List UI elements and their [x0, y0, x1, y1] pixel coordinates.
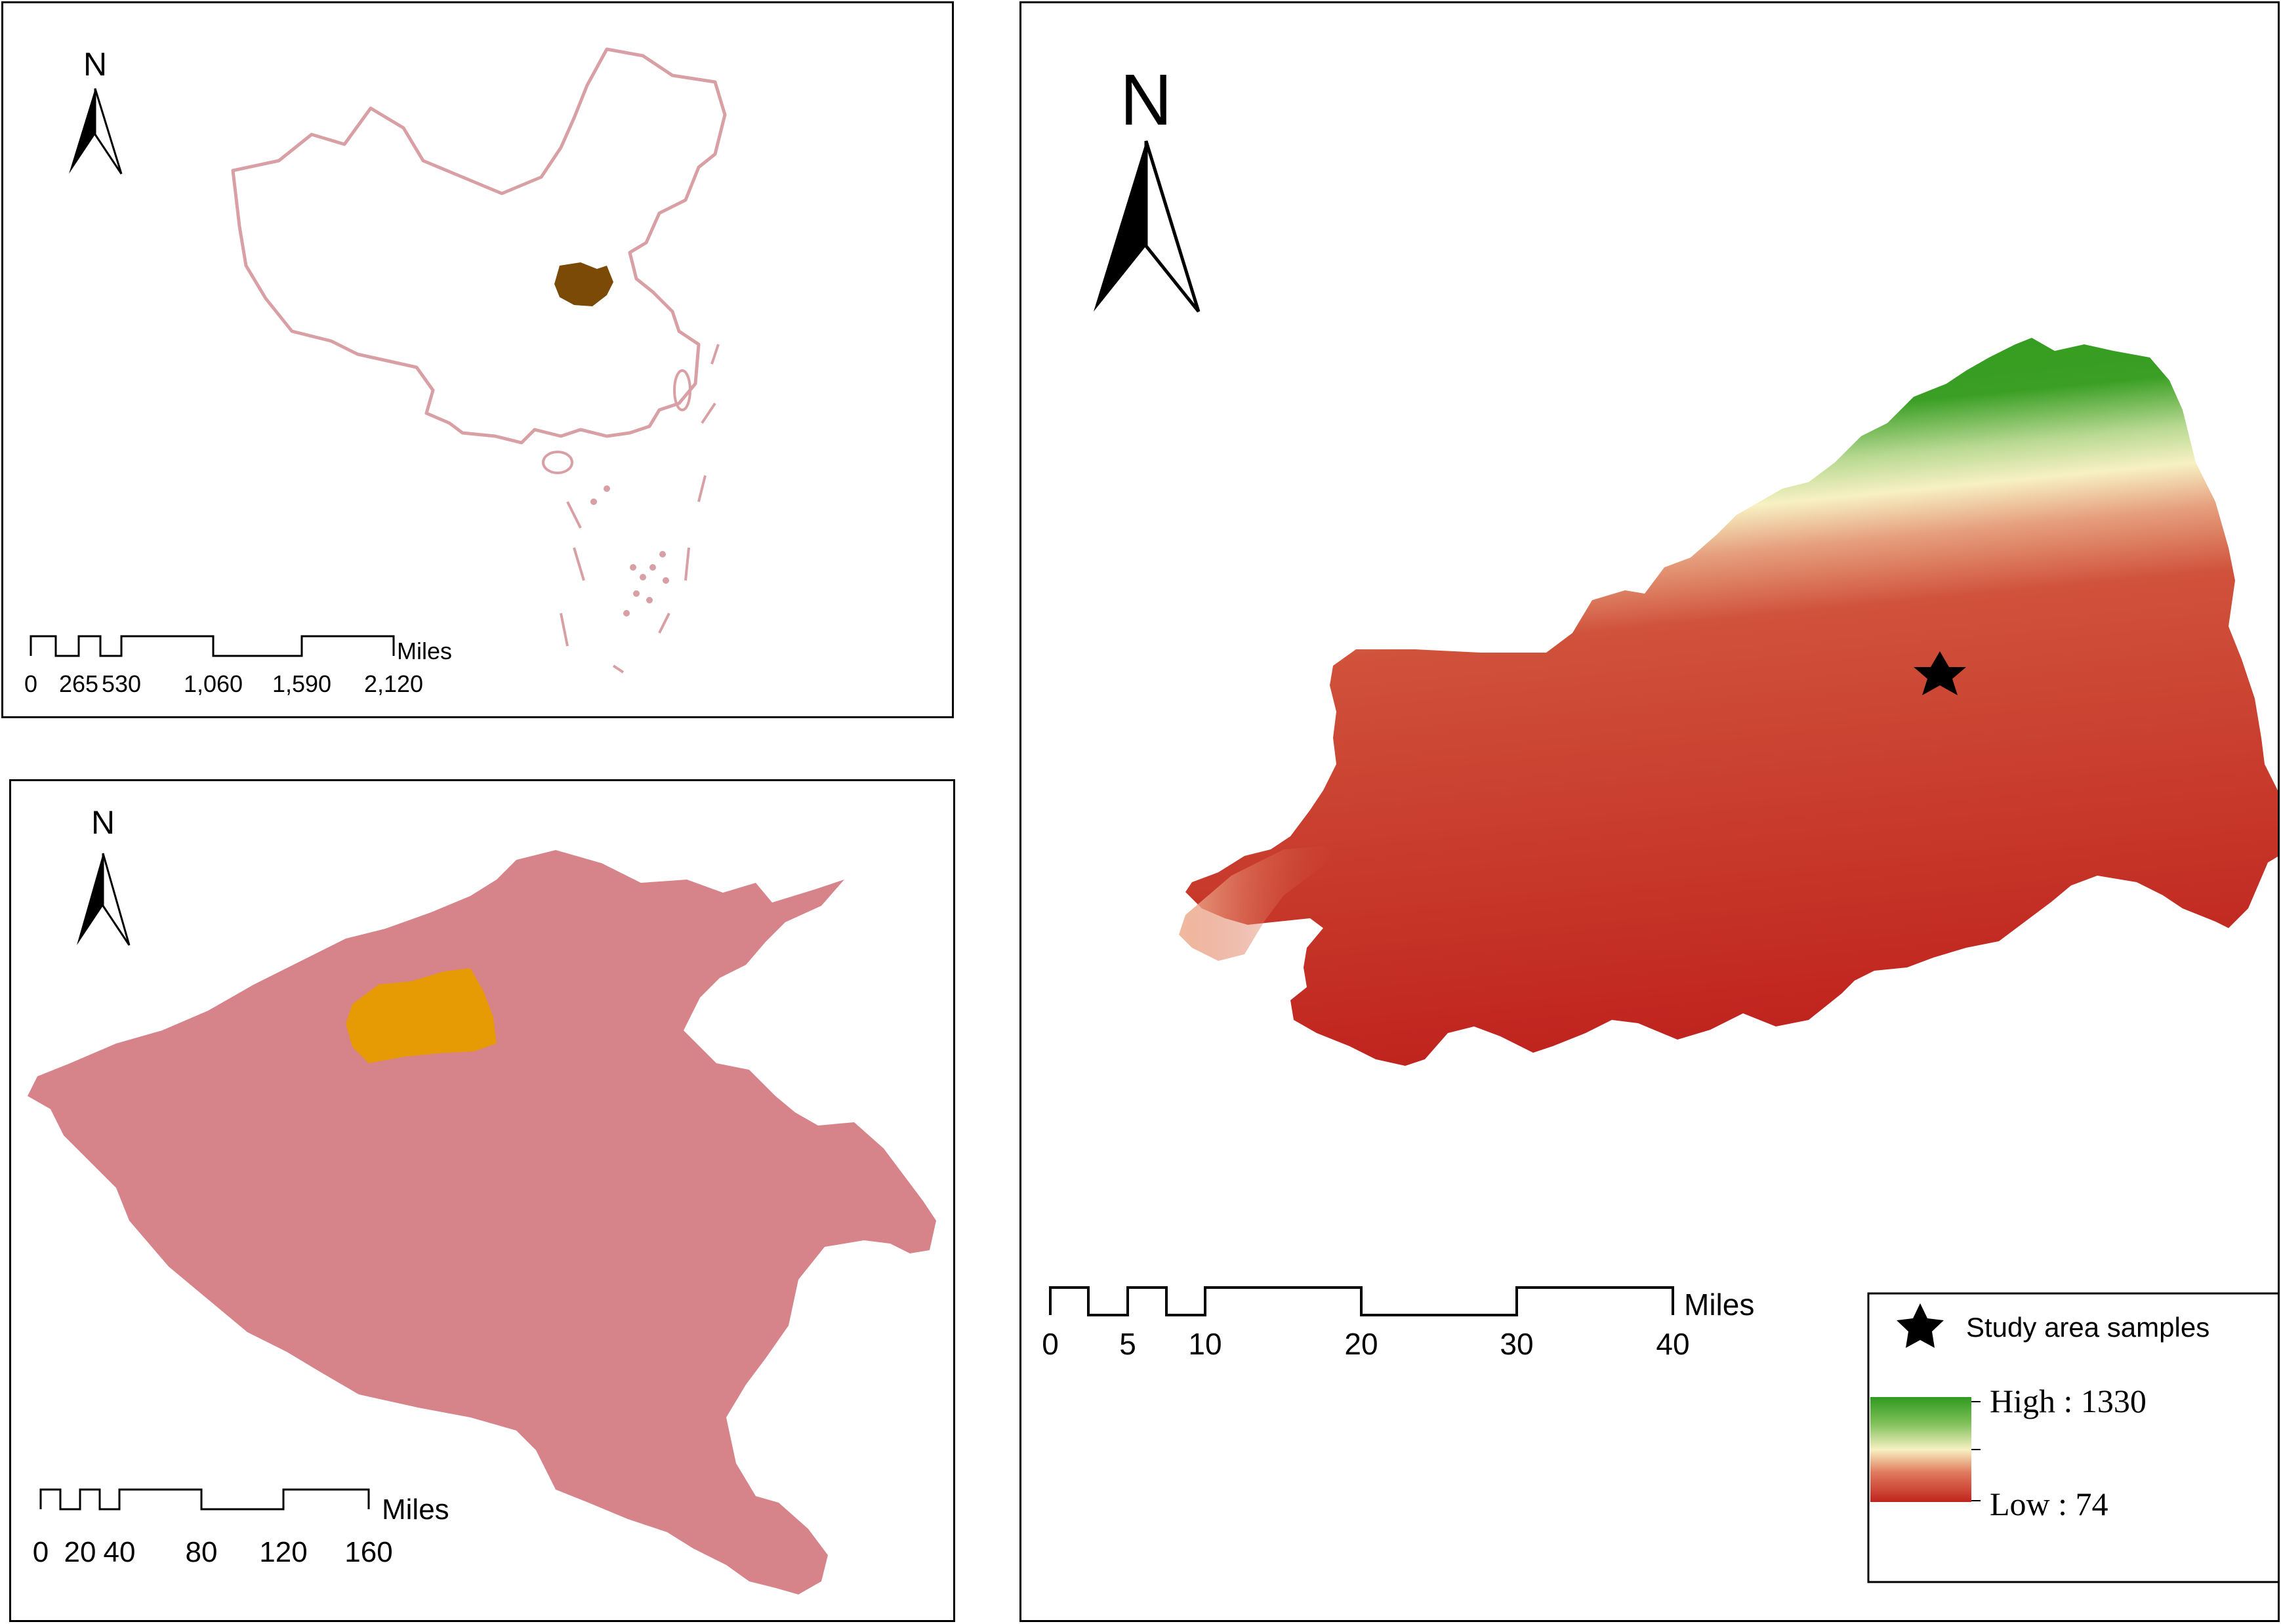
north-label: N [83, 46, 107, 83]
legend: Study area samples High : 1330 Low : 74 [1867, 1292, 2278, 1583]
north-label: N [1120, 60, 1172, 140]
scale-tick-label: 80 [186, 1536, 218, 1568]
study-area-dem-map: N Miles 0 5 10 20 30 40 Study area sampl… [1019, 1, 2280, 1622]
study-region-highlight [346, 968, 497, 1063]
china-map-svg: N Miles 0 265 530 1,060 1,59 [24, 46, 727, 697]
scale-bar: Miles 0 20 40 80 120 160 [33, 1488, 449, 1568]
study-map-svg: N Miles 0 5 10 20 30 40 Study area sampl… [1042, 60, 2278, 1583]
scale-tick-label: 1,060 [184, 670, 243, 697]
henan-province-shape [28, 850, 936, 1594]
scale-tick-label: 530 [102, 670, 141, 697]
scale-tick-label: 160 [344, 1536, 392, 1568]
scale-tick-label: 5 [1119, 1327, 1136, 1361]
scale-tick-label: 40 [104, 1536, 136, 1568]
legend-elevation-ramp [1870, 1397, 1971, 1502]
scale-bar: Miles 0 265 530 1,060 1,590 2,120 [24, 635, 452, 697]
north-label: N [91, 804, 115, 841]
scale-tick-label: 1,590 [272, 670, 331, 697]
scale-tick-label: 10 [1188, 1327, 1222, 1361]
study-sample-star-icon [1914, 651, 1966, 695]
scale-tick-label: 30 [1500, 1327, 1533, 1361]
scale-tick-label: 20 [1344, 1327, 1378, 1361]
henan-province-map: N Miles 0 20 40 80 120 160 [9, 779, 955, 1622]
henan-province-highlight [554, 262, 613, 306]
dem-west-lobe [1179, 846, 1336, 961]
scale-unit: Miles [382, 1493, 449, 1526]
scale-tick-label: 0 [24, 670, 37, 697]
scale-tick-label: 265 [59, 670, 98, 697]
henan-map-svg: N Miles 0 20 40 80 120 160 [28, 804, 936, 1594]
scale-tick-label: 20 [64, 1536, 96, 1568]
legend-star-icon [1897, 1303, 1944, 1348]
scale-tick-label: 2,120 [364, 670, 423, 697]
legend-samples-label: Study area samples [1966, 1312, 2209, 1343]
scale-tick-label: 40 [1656, 1327, 1689, 1361]
china-outline [231, 47, 727, 445]
legend-high-label: High : 1330 [1990, 1383, 2147, 1419]
north-arrow-icon: N [69, 46, 123, 174]
scale-tick-label: 0 [1042, 1327, 1059, 1361]
scale-bar: Miles 0 5 10 20 30 40 [1042, 1286, 1754, 1361]
scale-unit: Miles [1684, 1288, 1754, 1322]
dem-elevation-region [1185, 338, 2278, 1066]
scale-tick-label: 0 [33, 1536, 49, 1568]
north-arrow-icon: N [77, 804, 131, 946]
north-arrow-icon: N [1094, 60, 1201, 313]
china-overview-map: N Miles 0 265 530 1,060 1,59 [1, 1, 954, 718]
hainan-island [542, 451, 573, 474]
south-china-sea-line [560, 344, 720, 674]
scale-unit: Miles [397, 638, 452, 664]
scale-tick-label: 120 [259, 1536, 307, 1568]
taiwan-island [673, 369, 691, 411]
legend-low-label: Low : 74 [1990, 1486, 2108, 1522]
island-dots [590, 485, 669, 617]
